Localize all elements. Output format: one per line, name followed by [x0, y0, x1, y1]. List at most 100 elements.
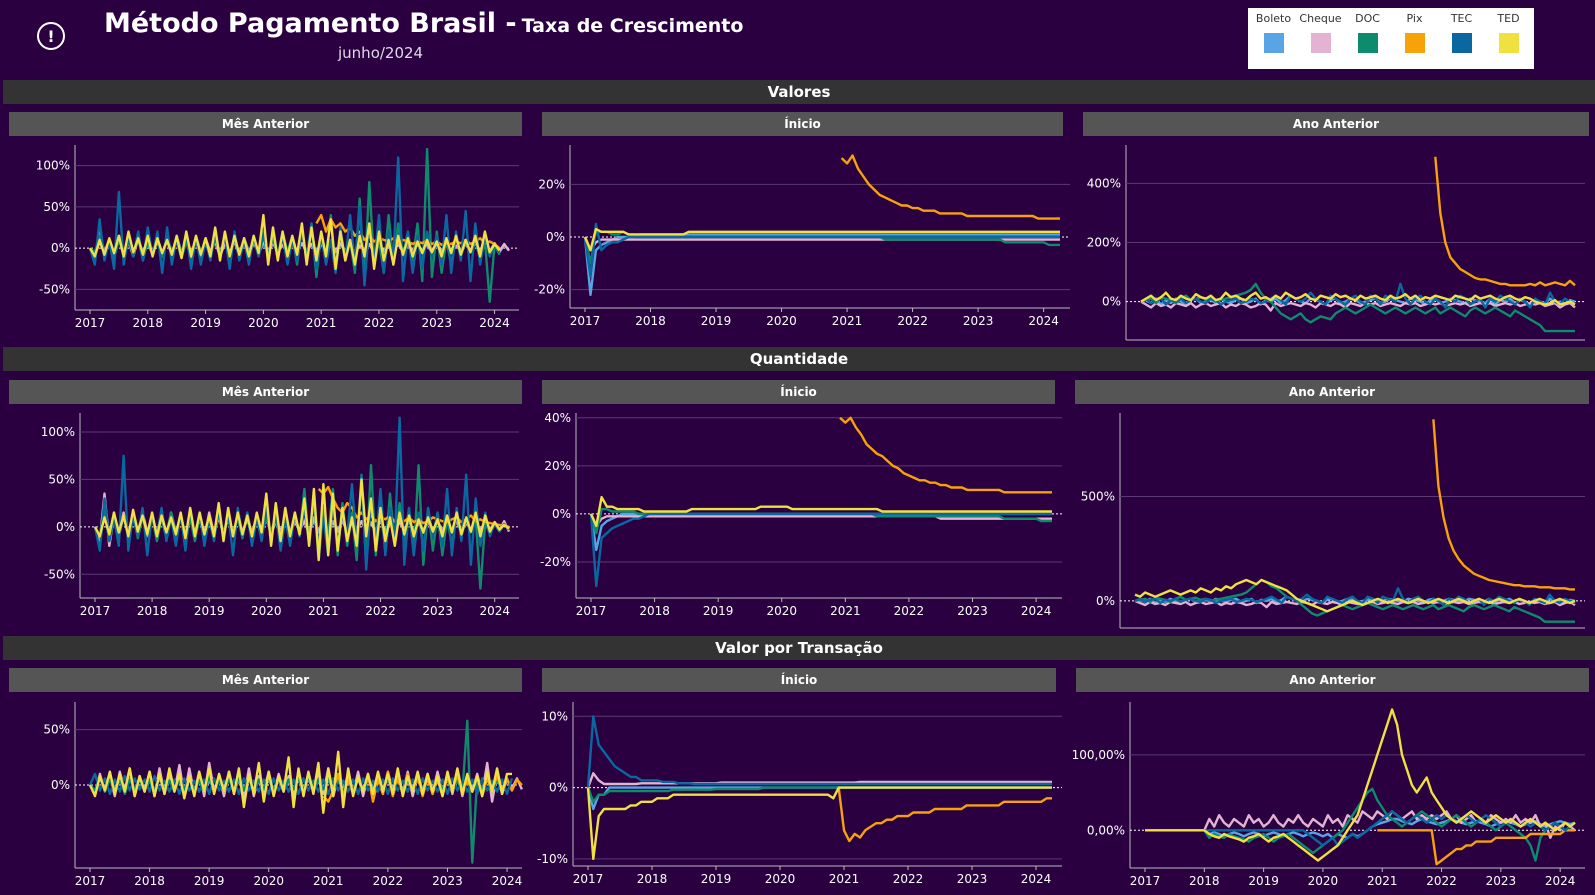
series-line-ted: [1145, 708, 1576, 862]
y-tick-label: 200%: [1087, 236, 1121, 250]
y-tick-label: 400%: [1087, 176, 1121, 190]
x-tick-label: 2017: [75, 874, 106, 888]
series-line-tec: [1145, 810, 1576, 847]
x-tick-label: 2023: [1486, 874, 1517, 888]
x-tick-label: 2018: [137, 604, 168, 618]
series-line-pix: [1377, 829, 1575, 866]
series-line-ted: [1140, 291, 1576, 306]
x-tick-label: 2021: [829, 872, 860, 886]
y-tick-label: 0%: [552, 507, 571, 521]
legend-label: Pix: [1406, 12, 1423, 25]
x-tick-label: 2019: [1248, 874, 1279, 888]
panel-title: Ínicio: [542, 112, 1063, 136]
y-tick-label: -20%: [540, 555, 571, 569]
series-line-boleto: [1140, 294, 1576, 306]
panel-title: Mês Anterior: [9, 112, 522, 136]
x-tick-label: 2022: [373, 874, 404, 888]
x-tick-label: 2024: [492, 874, 523, 888]
alert-icon[interactable]: !: [37, 22, 65, 50]
alert-glyph: !: [47, 26, 55, 46]
page-title: Método Pagamento Brasil - Taxa de Cresci…: [104, 8, 743, 39]
x-tick-label: 2020: [765, 872, 796, 886]
x-tick-label: 2023: [432, 874, 463, 888]
x-tick-label: 2021: [313, 874, 344, 888]
y-tick-label: 50%: [43, 200, 70, 214]
x-tick-label: 2020: [251, 604, 282, 618]
panel-title: Mês Anterior: [9, 668, 522, 692]
legend-label: Boleto: [1255, 12, 1292, 25]
y-tick-label: 50%: [43, 723, 70, 737]
series-line-ted: [589, 495, 1052, 528]
y-tick-label: 100,00%: [1072, 748, 1125, 762]
x-tick-label: 2020: [248, 316, 279, 330]
x-tick-label: 2024: [1545, 874, 1576, 888]
legend-item-doc[interactable]: DOC: [1344, 8, 1391, 69]
series-line-tec: [1134, 587, 1576, 607]
x-tick-label: 2018: [134, 874, 165, 888]
series-line-ted: [93, 478, 510, 562]
y-tick-label: 0,00%: [1087, 823, 1125, 837]
legend-item-ted[interactable]: TED: [1485, 8, 1532, 69]
series-line-pix: [839, 416, 1052, 494]
x-tick-label: 2021: [308, 604, 339, 618]
x-tick-label: 2019: [190, 316, 221, 330]
series-line-ted: [88, 750, 512, 814]
x-tick-label: 2017: [1130, 874, 1161, 888]
y-tick-label: 0%: [51, 778, 70, 792]
y-tick-label: 0%: [1096, 594, 1115, 608]
series-line-cheque: [1140, 300, 1576, 312]
x-tick-label: 2021: [1367, 874, 1398, 888]
x-tick-label: 2019: [701, 314, 732, 328]
x-tick-label: 2024: [1028, 314, 1059, 328]
panel-title: Ano Anterior: [1075, 380, 1589, 404]
series-line-pix: [1434, 156, 1576, 287]
x-tick-label: 2018: [637, 872, 668, 886]
section-title-valor-por-transacao: Valor por Transação: [3, 636, 1595, 660]
legend: Boleto Cheque DOC Pix TEC TED: [1248, 8, 1534, 69]
y-tick-label: 50%: [48, 472, 75, 486]
y-tick-label: -50%: [39, 282, 70, 296]
x-tick-label: 2019: [194, 604, 225, 618]
legend-swatch: [1498, 33, 1519, 53]
series-line-ted: [88, 213, 501, 270]
legend-item-cheque[interactable]: Cheque: [1297, 8, 1344, 69]
y-tick-label: 40%: [544, 411, 571, 425]
series-line-ted: [583, 227, 1060, 252]
x-tick-label: 2022: [897, 314, 928, 328]
legend-item-pix[interactable]: Pix: [1391, 8, 1438, 69]
series-line-ted: [1134, 578, 1576, 613]
series-line-pix: [317, 485, 510, 528]
x-tick-label: 2017: [75, 316, 106, 330]
x-tick-label: 2018: [635, 314, 666, 328]
y-tick-label: -50%: [44, 567, 75, 581]
y-tick-label: 20%: [538, 177, 565, 191]
x-tick-label: 2022: [364, 316, 395, 330]
legend-item-boleto[interactable]: Boleto: [1250, 8, 1297, 69]
x-tick-label: 2017: [576, 604, 607, 618]
x-tick-label: 2022: [894, 604, 925, 618]
series-line-cheque: [1134, 599, 1576, 609]
y-tick-label: -10%: [537, 852, 568, 866]
x-tick-label: 2023: [957, 872, 988, 886]
series-line-tec: [88, 156, 501, 287]
legend-label: DOC: [1355, 12, 1380, 25]
y-tick-label: 0%: [56, 520, 75, 534]
y-tick-label: 100%: [41, 425, 75, 439]
y-tick-label: 500%: [1081, 489, 1115, 503]
x-tick-label: 2023: [957, 604, 988, 618]
month-label: junho/2024: [338, 44, 424, 62]
legend-label: TED: [1497, 12, 1520, 25]
x-tick-label: 2020: [253, 874, 284, 888]
legend-item-tec[interactable]: TEC: [1438, 8, 1485, 69]
series-line-tec: [93, 416, 510, 571]
x-tick-label: 2024: [1021, 872, 1052, 886]
series-line-tec: [583, 222, 1060, 278]
panel-title: Ínicio: [542, 668, 1056, 692]
x-tick-label: 2024: [479, 604, 510, 618]
y-tick-label: 0%: [1102, 295, 1121, 309]
y-tick-label: 0%: [546, 230, 565, 244]
x-tick-label: 2023: [421, 316, 452, 330]
x-tick-label: 2021: [830, 604, 861, 618]
x-tick-label: 2019: [701, 872, 732, 886]
